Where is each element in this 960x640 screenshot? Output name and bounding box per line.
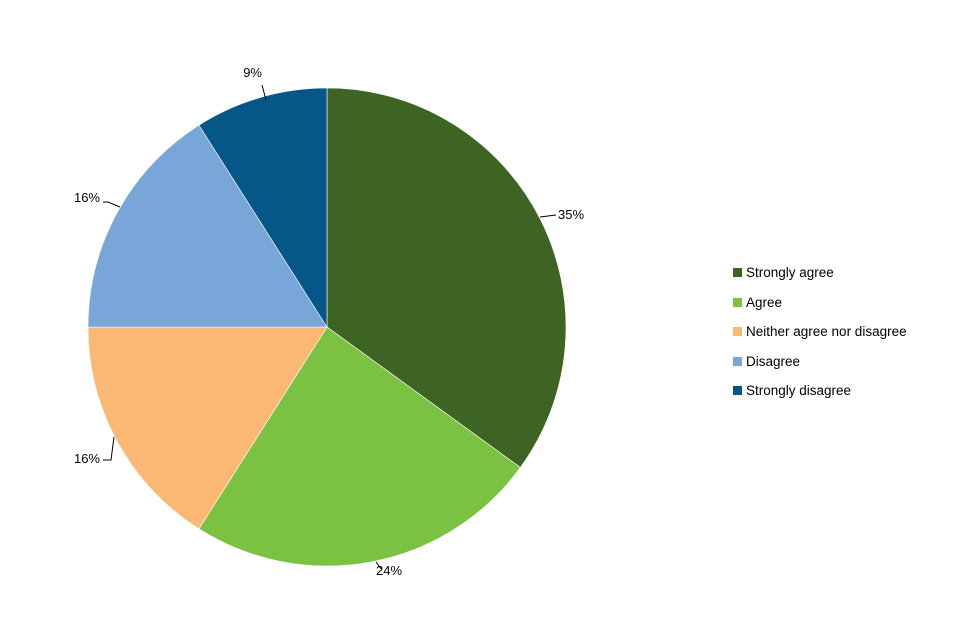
leader-line — [261, 84, 267, 101]
data-label: 16% — [74, 451, 100, 466]
pie-slice-disagree — [87, 124, 328, 328]
data-label: 24% — [376, 563, 402, 578]
legend-item: Strongly agree — [733, 258, 907, 288]
leader-line — [539, 214, 557, 218]
legend: Strongly agree Agree Neither agree nor dis… — [733, 258, 907, 406]
legend-swatch — [733, 386, 742, 396]
legend-swatch — [733, 297, 742, 307]
legend-swatch — [733, 268, 742, 278]
data-label: 16% — [74, 190, 100, 205]
pie-slice-strongly-disagree — [198, 87, 328, 329]
legend-swatch — [733, 356, 742, 366]
leader-line — [375, 561, 383, 571]
legend-item: Disagree — [733, 347, 907, 377]
legend-swatch — [733, 327, 742, 337]
legend-label: Neither agree nor disagree — [746, 324, 907, 340]
pie-slice-agree — [198, 326, 521, 567]
data-labels: 35% 24% 16% 16% 9% — [74, 65, 584, 578]
legend-item: Neither agree nor disagree — [733, 317, 907, 347]
legend-label: Disagree — [746, 353, 801, 369]
data-label: 35% — [558, 207, 584, 222]
legend-item: Strongly disagree — [733, 376, 907, 406]
legend-item: Agree — [733, 288, 907, 318]
pie-slice-strongly-agree — [326, 87, 567, 468]
pie-slices — [87, 87, 567, 567]
legend-label: Strongly disagree — [746, 383, 852, 399]
leader-line — [103, 201, 121, 208]
data-label: 9% — [243, 65, 262, 80]
leader-line — [103, 436, 115, 461]
legend-label: Agree — [746, 294, 783, 310]
pie-slice-neither-agree-nor-disagree — [87, 326, 328, 530]
legend-label: Strongly agree — [746, 265, 834, 281]
